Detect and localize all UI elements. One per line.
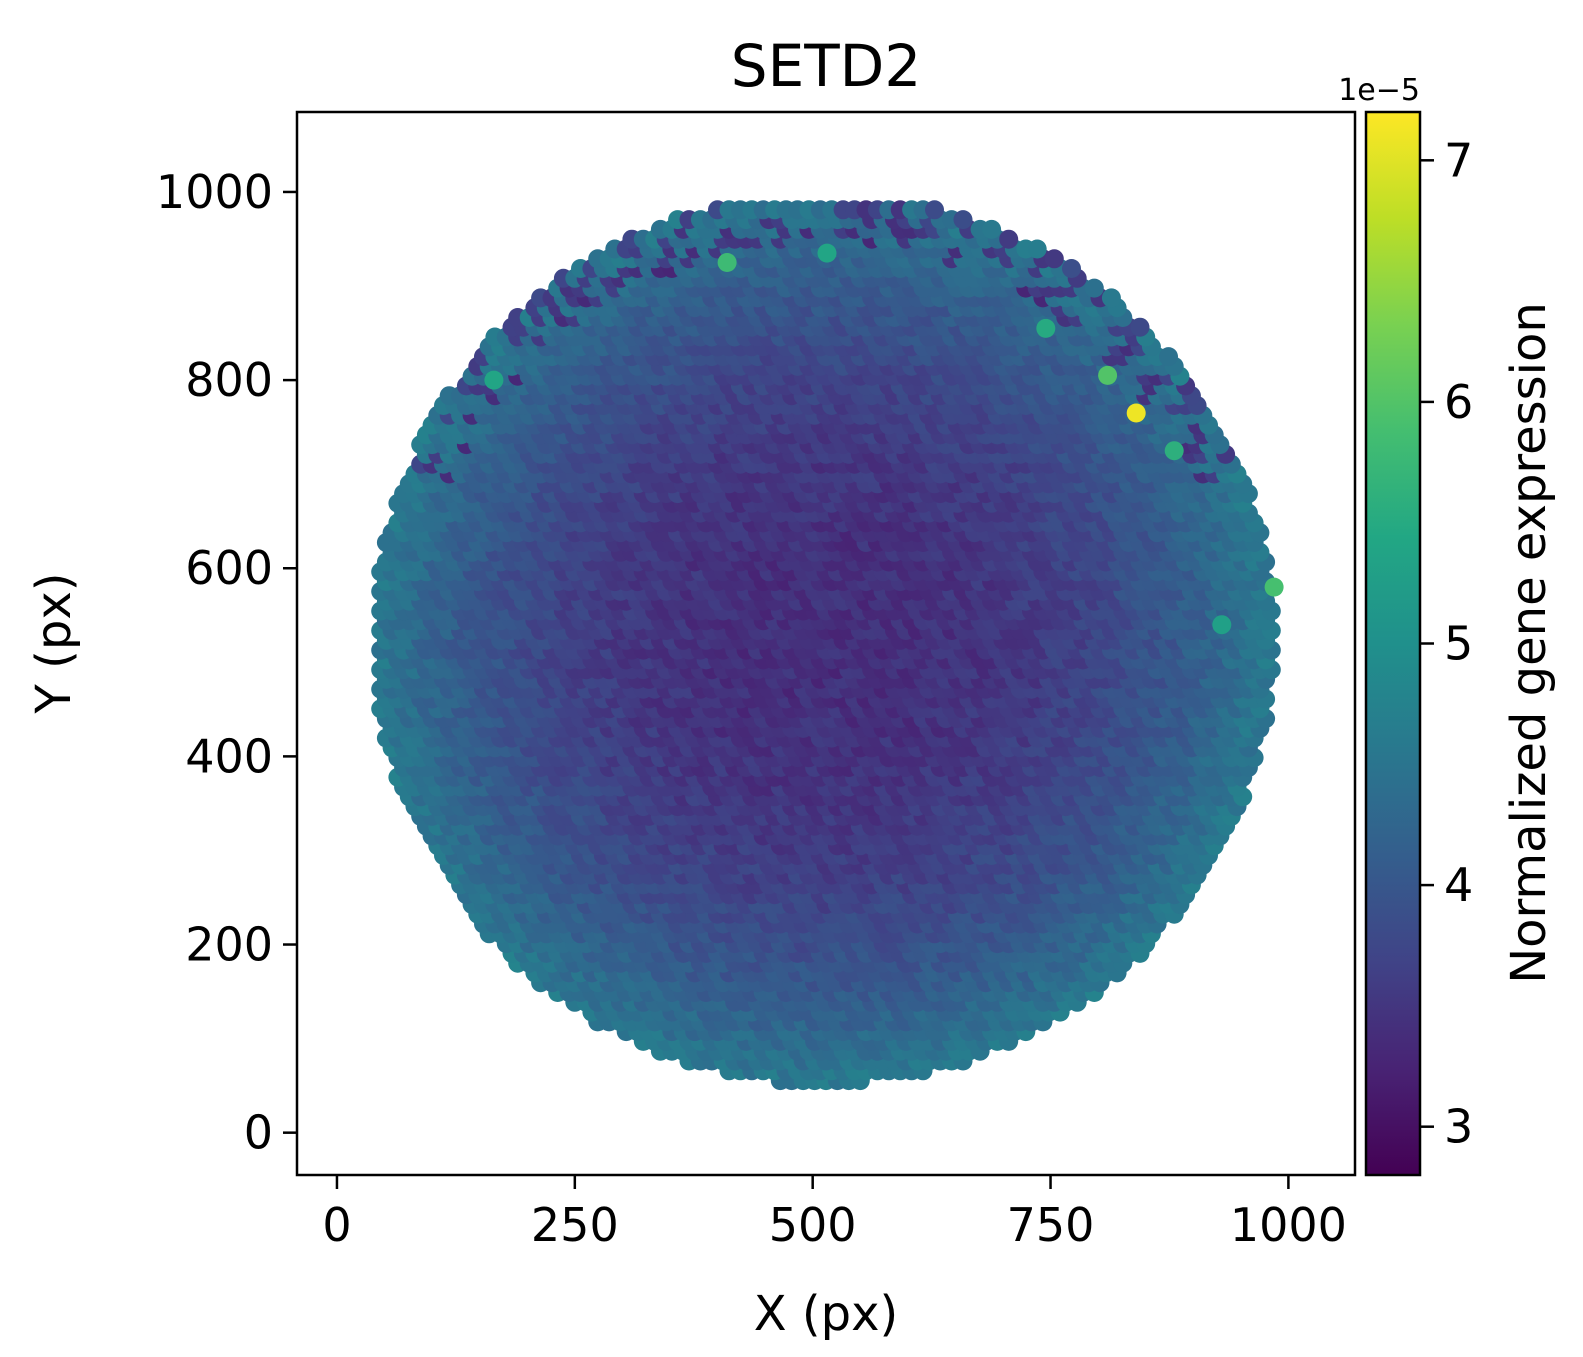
scatter-points	[371, 200, 1284, 1091]
scatter-point	[1159, 347, 1178, 367]
plot-area	[295, 110, 1357, 1177]
chart-title: SETD2	[731, 32, 921, 100]
